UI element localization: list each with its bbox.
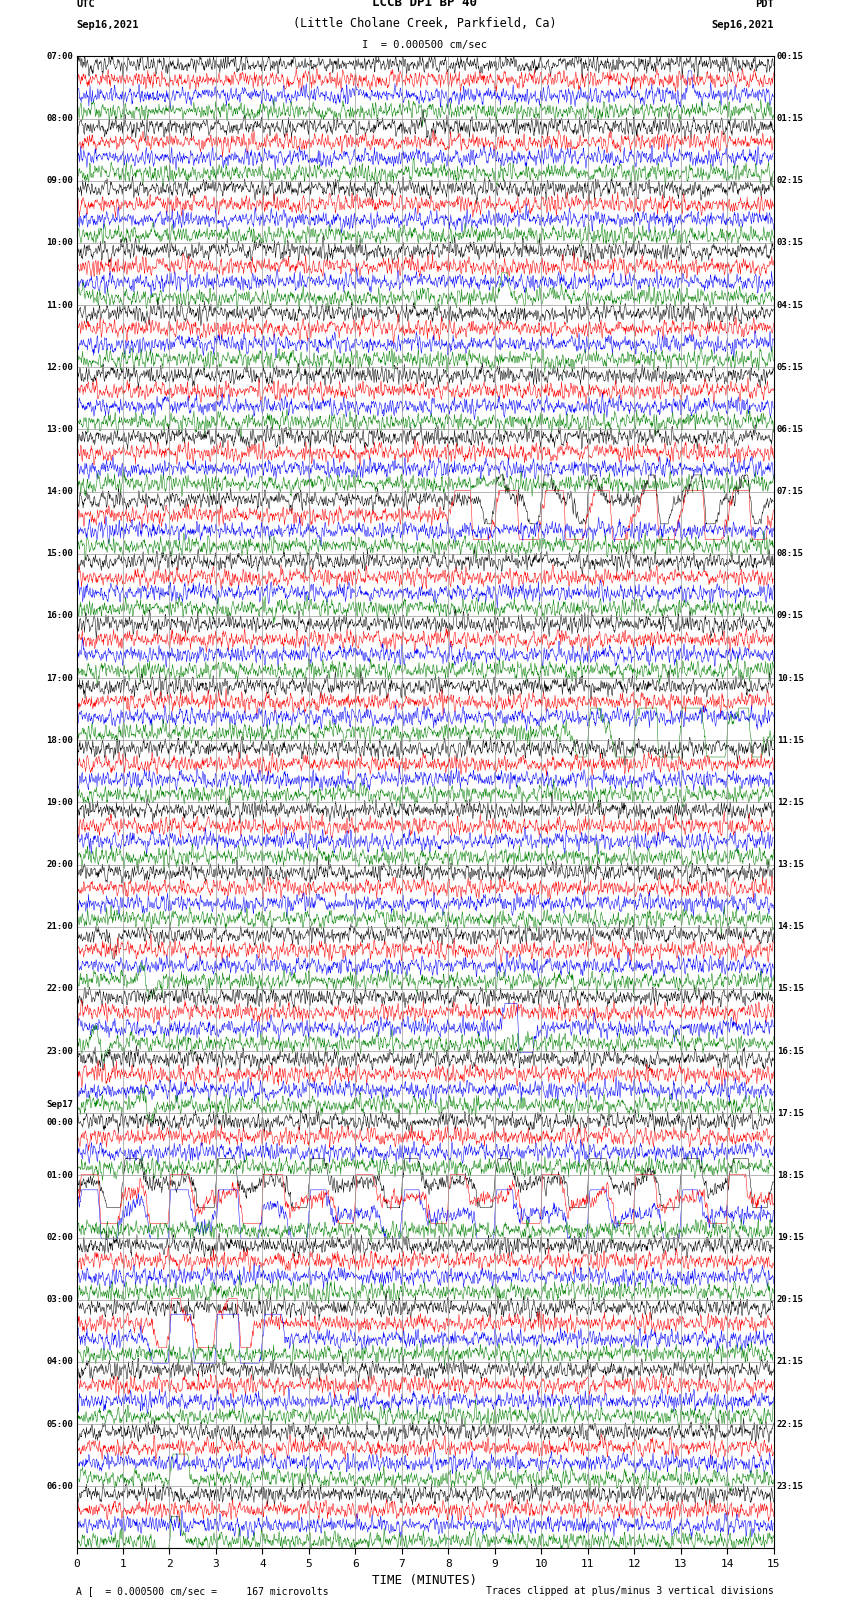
Text: 17:15: 17:15 — [777, 1108, 804, 1118]
Text: 23:00: 23:00 — [46, 1047, 73, 1055]
Text: 16:15: 16:15 — [777, 1047, 804, 1055]
Text: 10:15: 10:15 — [777, 674, 804, 682]
Text: 07:15: 07:15 — [777, 487, 804, 497]
Text: 01:00: 01:00 — [46, 1171, 73, 1181]
Text: 16:00: 16:00 — [46, 611, 73, 621]
Text: 19:15: 19:15 — [777, 1234, 804, 1242]
Text: 03:15: 03:15 — [777, 239, 804, 247]
Text: A [  = 0.000500 cm/sec =     167 microvolts: A [ = 0.000500 cm/sec = 167 microvolts — [76, 1586, 329, 1595]
Text: LCCB DP1 BP 40: LCCB DP1 BP 40 — [372, 0, 478, 8]
Text: 22:15: 22:15 — [777, 1419, 804, 1429]
Text: 22:00: 22:00 — [46, 984, 73, 994]
Text: 05:15: 05:15 — [777, 363, 804, 371]
Text: 06:00: 06:00 — [46, 1482, 73, 1490]
Text: 21:15: 21:15 — [777, 1358, 804, 1366]
Text: UTC: UTC — [76, 0, 95, 8]
Text: 13:00: 13:00 — [46, 424, 73, 434]
Text: 02:15: 02:15 — [777, 176, 804, 185]
Text: 12:15: 12:15 — [777, 798, 804, 806]
Text: 11:00: 11:00 — [46, 300, 73, 310]
Text: 00:15: 00:15 — [777, 52, 804, 61]
Text: 20:00: 20:00 — [46, 860, 73, 869]
Text: Sep16,2021: Sep16,2021 — [711, 19, 774, 29]
Text: 14:00: 14:00 — [46, 487, 73, 497]
Text: 09:00: 09:00 — [46, 176, 73, 185]
Text: 15:15: 15:15 — [777, 984, 804, 994]
Text: PDT: PDT — [755, 0, 774, 8]
Text: 06:15: 06:15 — [777, 424, 804, 434]
Text: 23:15: 23:15 — [777, 1482, 804, 1490]
Text: 12:00: 12:00 — [46, 363, 73, 371]
Text: 04:15: 04:15 — [777, 300, 804, 310]
Text: Traces clipped at plus/minus 3 vertical divisions: Traces clipped at plus/minus 3 vertical … — [485, 1586, 774, 1595]
Text: 00:00: 00:00 — [46, 1118, 73, 1127]
Text: 20:15: 20:15 — [777, 1295, 804, 1305]
Text: 14:15: 14:15 — [777, 923, 804, 931]
Text: 18:15: 18:15 — [777, 1171, 804, 1181]
Text: Sep17: Sep17 — [46, 1100, 73, 1108]
Text: (Little Cholane Creek, Parkfield, Ca): (Little Cholane Creek, Parkfield, Ca) — [293, 16, 557, 29]
Text: 21:00: 21:00 — [46, 923, 73, 931]
Text: I  = 0.000500 cm/sec: I = 0.000500 cm/sec — [362, 40, 488, 50]
Text: 18:00: 18:00 — [46, 736, 73, 745]
Text: 11:15: 11:15 — [777, 736, 804, 745]
Text: 03:00: 03:00 — [46, 1295, 73, 1305]
Text: 08:00: 08:00 — [46, 115, 73, 123]
Text: 01:15: 01:15 — [777, 115, 804, 123]
Text: 04:00: 04:00 — [46, 1358, 73, 1366]
Text: 17:00: 17:00 — [46, 674, 73, 682]
Text: 15:00: 15:00 — [46, 550, 73, 558]
Text: 19:00: 19:00 — [46, 798, 73, 806]
Text: 10:00: 10:00 — [46, 239, 73, 247]
Text: 09:15: 09:15 — [777, 611, 804, 621]
Text: 02:00: 02:00 — [46, 1234, 73, 1242]
Text: Sep16,2021: Sep16,2021 — [76, 19, 139, 29]
Text: 05:00: 05:00 — [46, 1419, 73, 1429]
Text: 08:15: 08:15 — [777, 550, 804, 558]
X-axis label: TIME (MINUTES): TIME (MINUTES) — [372, 1574, 478, 1587]
Text: 07:00: 07:00 — [46, 52, 73, 61]
Text: 13:15: 13:15 — [777, 860, 804, 869]
